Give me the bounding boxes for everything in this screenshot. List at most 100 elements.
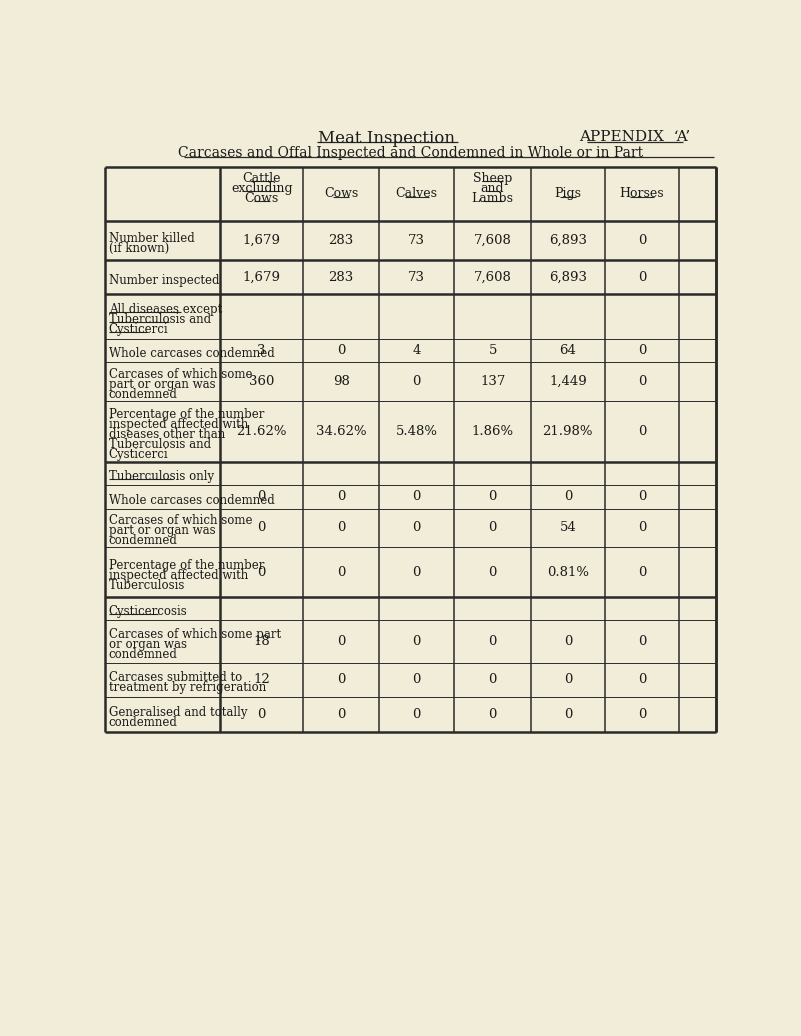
Text: 0: 0: [258, 708, 266, 721]
Text: 1,679: 1,679: [243, 270, 280, 284]
Text: 0: 0: [638, 490, 646, 503]
Text: 360: 360: [249, 375, 275, 388]
Text: 1,679: 1,679: [243, 234, 280, 248]
Text: Cattle: Cattle: [243, 172, 281, 185]
Text: Lambs: Lambs: [472, 192, 513, 205]
Text: Horses: Horses: [619, 188, 664, 200]
Text: (if known): (if known): [109, 242, 169, 255]
Text: 0: 0: [258, 521, 266, 535]
Text: All diseases except: All diseases except: [109, 304, 222, 316]
Text: 0: 0: [489, 673, 497, 687]
Text: Percentage of the number: Percentage of the number: [109, 408, 264, 421]
Text: 0: 0: [258, 566, 266, 578]
Text: 0: 0: [489, 635, 497, 648]
Text: 0: 0: [638, 270, 646, 284]
Text: 0: 0: [337, 521, 345, 535]
Text: 7,608: 7,608: [473, 270, 512, 284]
Text: Tuberculosis only: Tuberculosis only: [109, 470, 214, 484]
Text: Cows: Cows: [324, 188, 358, 200]
Text: 0: 0: [258, 490, 266, 503]
Text: Carcases of which some: Carcases of which some: [109, 368, 252, 381]
Text: 0: 0: [489, 490, 497, 503]
Text: 73: 73: [409, 234, 425, 248]
Text: 0: 0: [638, 375, 646, 388]
Text: 0: 0: [638, 635, 646, 648]
Text: 0: 0: [413, 708, 421, 721]
Text: Generalised and totally: Generalised and totally: [109, 707, 248, 719]
Text: 0: 0: [413, 673, 421, 687]
Text: 0: 0: [489, 521, 497, 535]
Text: 0: 0: [638, 425, 646, 438]
Text: 0: 0: [337, 635, 345, 648]
Text: Whole carcases condemned: Whole carcases condemned: [109, 347, 275, 361]
Text: Carcases of which some: Carcases of which some: [109, 514, 252, 527]
Text: condemned: condemned: [109, 535, 178, 547]
Text: 283: 283: [328, 234, 354, 248]
Text: 0: 0: [638, 234, 646, 248]
Text: Tuberculosis and: Tuberculosis and: [109, 438, 211, 451]
Text: condemned: condemned: [109, 388, 178, 401]
Text: 7,608: 7,608: [473, 234, 512, 248]
Text: 0: 0: [564, 635, 572, 648]
Text: Carcases submitted to: Carcases submitted to: [109, 671, 242, 685]
Text: Cysticerci: Cysticerci: [109, 449, 168, 461]
Text: 5: 5: [489, 344, 497, 357]
Text: 54: 54: [559, 521, 576, 535]
Text: Sheep: Sheep: [473, 172, 513, 185]
Text: part or organ was: part or organ was: [109, 524, 215, 538]
Text: Whole carcases condemned: Whole carcases condemned: [109, 493, 275, 507]
Text: 0: 0: [638, 673, 646, 687]
Text: Cows: Cows: [244, 192, 279, 205]
Text: 0: 0: [337, 708, 345, 721]
Text: 12: 12: [253, 673, 270, 687]
Text: 6,893: 6,893: [549, 270, 587, 284]
Text: 137: 137: [480, 375, 505, 388]
Text: condemned: condemned: [109, 648, 178, 661]
Text: 0: 0: [337, 673, 345, 687]
Text: excluding: excluding: [231, 182, 292, 195]
Text: 3: 3: [257, 344, 266, 357]
Text: 64: 64: [559, 344, 576, 357]
Text: 0: 0: [638, 344, 646, 357]
Text: Meat Inspection: Meat Inspection: [318, 131, 456, 147]
Text: 0: 0: [413, 521, 421, 535]
Text: 1,449: 1,449: [549, 375, 586, 388]
Text: Tuberculosis and: Tuberculosis and: [109, 313, 211, 326]
Text: diseases other than: diseases other than: [109, 428, 225, 441]
Text: 0: 0: [489, 566, 497, 578]
Text: 1.86%: 1.86%: [472, 425, 513, 438]
Text: Pigs: Pigs: [554, 188, 582, 200]
Text: 4: 4: [413, 344, 421, 357]
Text: 6,893: 6,893: [549, 234, 587, 248]
Text: 283: 283: [328, 270, 354, 284]
Text: part or organ was: part or organ was: [109, 378, 215, 391]
Text: Cysticerci: Cysticerci: [109, 323, 168, 337]
Text: 5.48%: 5.48%: [396, 425, 437, 438]
Text: 0: 0: [638, 566, 646, 578]
Text: Calves: Calves: [396, 188, 437, 200]
Text: 34.62%: 34.62%: [316, 425, 367, 438]
Text: 0: 0: [413, 375, 421, 388]
Text: 21.98%: 21.98%: [542, 425, 593, 438]
Text: Carcases of which some part: Carcases of which some part: [109, 628, 281, 641]
Text: 0.81%: 0.81%: [547, 566, 589, 578]
Text: 98: 98: [332, 375, 349, 388]
Text: treatment by refrigeration: treatment by refrigeration: [109, 682, 266, 694]
Text: 21.62%: 21.62%: [236, 425, 287, 438]
Text: or organ was: or organ was: [109, 638, 187, 651]
Text: 0: 0: [413, 490, 421, 503]
Text: 0: 0: [564, 490, 572, 503]
Text: APPENDIX  ‘A’: APPENDIX ‘A’: [579, 131, 690, 144]
Text: 0: 0: [489, 708, 497, 721]
Text: 0: 0: [337, 566, 345, 578]
Text: inspected affected with: inspected affected with: [109, 569, 248, 581]
Text: inspected affected with: inspected affected with: [109, 419, 248, 431]
Text: Carcases and Offal Inspected and Condemned in Whole or in Part: Carcases and Offal Inspected and Condemn…: [178, 146, 642, 160]
Text: 0: 0: [564, 708, 572, 721]
Text: 0: 0: [413, 635, 421, 648]
Text: 0: 0: [413, 566, 421, 578]
Text: Number killed: Number killed: [109, 232, 195, 246]
Text: 0: 0: [564, 673, 572, 687]
Text: 0: 0: [638, 708, 646, 721]
Text: condemned: condemned: [109, 716, 178, 729]
